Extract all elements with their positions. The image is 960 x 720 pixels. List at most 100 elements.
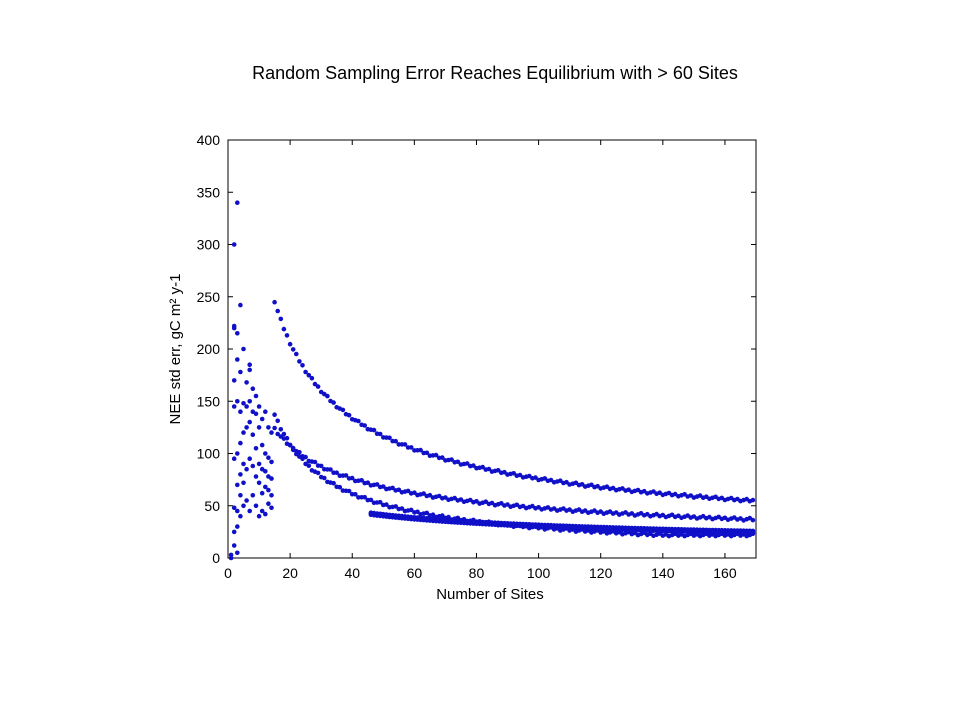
- data-point: [250, 463, 256, 469]
- data-point: [266, 455, 271, 461]
- data-point: [486, 466, 492, 472]
- y-axis-ticks: 0 50 100 150 200 250 300 350 400: [197, 132, 756, 566]
- y-tick-label: 200: [197, 341, 221, 357]
- data-point: [259, 508, 265, 514]
- data-point: [256, 513, 262, 519]
- data-point: [424, 450, 430, 456]
- data-point: [297, 449, 302, 455]
- x-axis-ticks: 0 20 40 60 80 100 120 140 160: [224, 140, 737, 581]
- data-point: [303, 454, 308, 460]
- data-point: [359, 478, 364, 483]
- data-point: [306, 463, 312, 469]
- data-point: [275, 431, 281, 437]
- x-tick-label: 80: [469, 565, 485, 581]
- data-point: [253, 393, 259, 399]
- x-tick-label: 120: [589, 565, 613, 581]
- data-point: [511, 471, 516, 476]
- data-point: [275, 308, 281, 314]
- data-point: [312, 381, 318, 387]
- data-point: [440, 455, 445, 460]
- data-point: [365, 480, 371, 486]
- data-point: [231, 242, 237, 247]
- data-point: [259, 490, 265, 496]
- data-point: [247, 399, 252, 404]
- data-point: [517, 472, 523, 478]
- data-point: [430, 512, 436, 517]
- data-point: [415, 509, 420, 515]
- data-points: [228, 200, 756, 561]
- data-point: [287, 341, 293, 347]
- data-point: [328, 467, 333, 472]
- data-point: [362, 494, 368, 500]
- data-point: [287, 442, 293, 448]
- data-point: [672, 491, 678, 497]
- data-point: [334, 470, 340, 476]
- data-point: [322, 475, 327, 481]
- data-point: [278, 316, 284, 322]
- data-point: [263, 451, 268, 456]
- data-point: [750, 497, 756, 503]
- data-point: [231, 323, 237, 329]
- data-point: [250, 432, 256, 438]
- y-tick-label: 300: [197, 237, 221, 253]
- data-point: [247, 367, 252, 373]
- data-point: [393, 504, 399, 509]
- data-point: [405, 488, 411, 494]
- data-point: [231, 456, 237, 462]
- x-tick-label: 140: [651, 565, 675, 581]
- data-point: [247, 456, 252, 462]
- data-point: [241, 346, 246, 352]
- data-point: [381, 484, 386, 489]
- data-point: [290, 445, 296, 451]
- data-point: [318, 463, 324, 469]
- data-point: [231, 543, 237, 548]
- data-point: [542, 476, 548, 481]
- data-point: [238, 369, 243, 375]
- data-point: [228, 552, 234, 558]
- data-point: [362, 423, 368, 428]
- data-point: [259, 442, 265, 448]
- data-point: [377, 431, 383, 437]
- data-point: [238, 409, 243, 415]
- data-point: [235, 399, 240, 404]
- data-point: [235, 451, 240, 456]
- data-point: [235, 524, 240, 529]
- data-point: [399, 506, 405, 511]
- data-point: [256, 425, 262, 430]
- y-tick-label: 250: [197, 289, 221, 305]
- data-point: [424, 510, 430, 516]
- data-point: [244, 404, 249, 409]
- data-point: [294, 351, 299, 357]
- data-point: [387, 435, 392, 441]
- data-point: [231, 505, 237, 511]
- data-point: [384, 502, 389, 507]
- data-point: [238, 513, 243, 519]
- data-point: [433, 452, 439, 458]
- data-point: [281, 326, 287, 332]
- data-point: [284, 435, 290, 441]
- data-point: [340, 407, 346, 413]
- data-point: [241, 480, 246, 486]
- data-point: [306, 372, 312, 378]
- data-point: [356, 418, 361, 424]
- data-point: [315, 384, 321, 389]
- data-point: [235, 331, 240, 336]
- data-point: [269, 430, 274, 435]
- data-point: [256, 480, 262, 486]
- data-point: [231, 529, 237, 535]
- data-point: [371, 427, 377, 433]
- data-point: [231, 404, 237, 409]
- data-point: [238, 493, 243, 498]
- data-point: [250, 493, 256, 498]
- data-point: [250, 386, 256, 392]
- data-point: [278, 427, 284, 432]
- data-point: [235, 482, 240, 488]
- data-point: [402, 442, 408, 447]
- data-point: [253, 411, 259, 417]
- data-point: [272, 425, 277, 431]
- y-axis-label: NEE std err, gC m² y-1: [167, 274, 184, 425]
- data-point: [620, 486, 625, 491]
- data-point: [241, 430, 246, 435]
- data-point: [256, 461, 262, 467]
- x-tick-label: 100: [527, 565, 551, 581]
